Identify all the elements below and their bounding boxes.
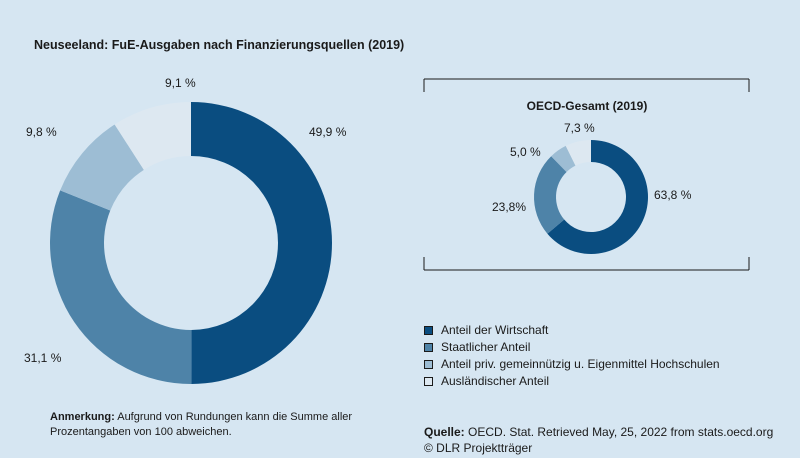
left-label-wirtschaft: 49,9 % (309, 125, 347, 139)
left-slice-staat (49, 190, 192, 384)
left-label-priv: 9,8 % (26, 125, 57, 139)
oecd-frame (423, 78, 750, 271)
legend-swatch (424, 377, 433, 386)
left-slice-priv (60, 124, 144, 211)
footnote: Anmerkung: Aufgrund von Rundungen kann d… (50, 410, 380, 440)
source-label: Quelle: (424, 425, 465, 439)
legend-swatch (424, 326, 433, 335)
right-slice-staat (533, 156, 567, 234)
footnote-text: Aufgrund von Rundungen kann die Summe al… (50, 411, 353, 438)
source-text: OECD. Stat. Retrieved May, 25, 2022 from… (464, 425, 774, 439)
left-label-staat: 31,1 % (24, 351, 62, 365)
right-label-staat: 23,8% (492, 200, 526, 214)
right-label-wirtschaft: 63,8 % (654, 188, 692, 202)
right-donut: 63,8 % 23,8% 5,0 % 7,3 % (492, 121, 692, 254)
left-chart-title: Neuseeland: FuE-Ausgaben nach Finanzieru… (34, 38, 405, 52)
right-label-ausland: 7,3 % (564, 121, 595, 135)
left-donut: 49,9 % 31,1 % 9,8 % 9,1 % (24, 76, 347, 384)
legend-swatch (424, 360, 433, 369)
legend-swatch (424, 343, 433, 352)
legend-item-staat: Staatlicher Anteil (424, 339, 720, 356)
left-slice-wirtschaft (191, 102, 332, 384)
legend-item-priv: Anteil priv. gemeinnützig u. Eigenmittel… (424, 356, 720, 373)
legend: Anteil der Wirtschaft Staatlicher Anteil… (424, 322, 720, 390)
right-chart-title: OECD-Gesamt (2019) (527, 99, 648, 113)
legend-item-ausland: Ausländischer Anteil (424, 373, 720, 390)
legend-label: Staatlicher Anteil (441, 340, 531, 354)
copyright: © DLR Projektträger (424, 441, 533, 455)
right-label-priv: 5,0 % (510, 145, 541, 159)
legend-label: Anteil priv. gemeinnützig u. Eigenmittel… (441, 357, 720, 371)
left-slice-ausland (114, 102, 191, 170)
right-slice-priv (551, 145, 576, 172)
right-slice-wirtschaft (547, 140, 649, 254)
legend-label: Ausländischer Anteil (441, 374, 550, 388)
legend-label: Anteil der Wirtschaft (441, 323, 549, 337)
legend-item-wirtschaft: Anteil der Wirtschaft (424, 322, 720, 339)
source: Quelle: OECD. Stat. Retrieved May, 25, 2… (424, 424, 773, 456)
footnote-label: Anmerkung: (50, 411, 115, 423)
right-slice-ausland (565, 140, 591, 166)
left-label-ausland: 9,1 % (165, 76, 196, 90)
